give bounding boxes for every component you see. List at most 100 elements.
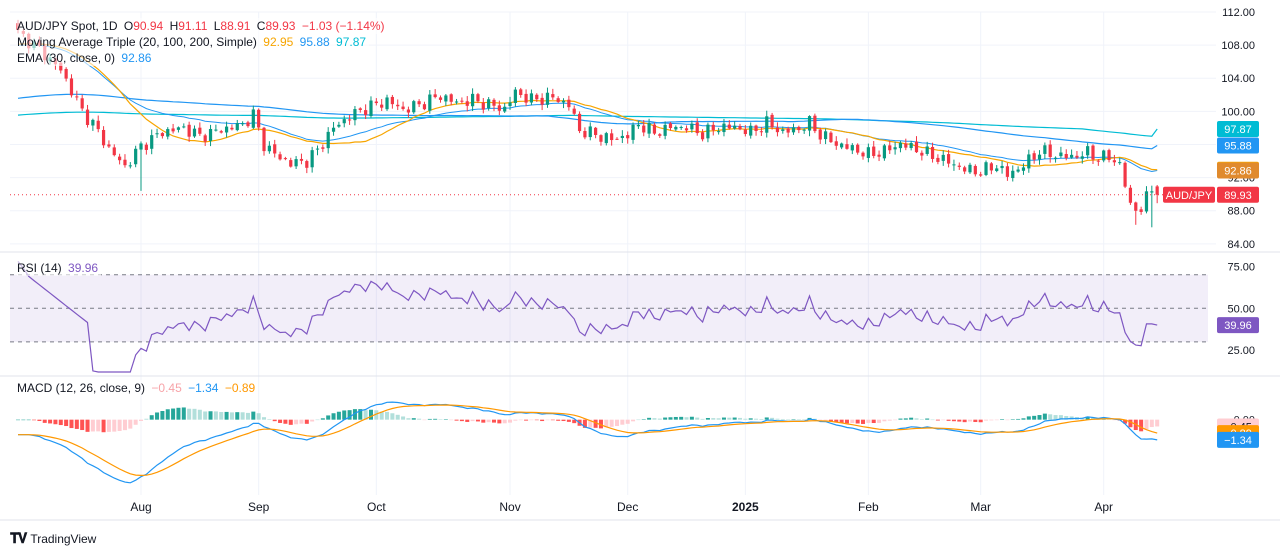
macd-hist-bar — [909, 417, 914, 420]
candle-body — [331, 127, 336, 132]
candle-body — [968, 164, 972, 173]
candle-body — [717, 131, 721, 133]
candle-body — [390, 96, 394, 105]
macd-hist-bar — [545, 419, 550, 421]
macd-hist-bar — [112, 419, 117, 432]
candle-body — [658, 134, 662, 136]
macd-hist-bar — [160, 411, 165, 420]
macd-hist-bar — [962, 419, 967, 423]
macd-hist-bar — [882, 419, 887, 422]
candle-body — [224, 126, 229, 133]
candle-body — [449, 94, 453, 102]
price-value-tag-bg — [1217, 162, 1259, 179]
macd-hist-bar — [614, 419, 620, 427]
macd-hist-bar — [673, 416, 678, 420]
candle-body — [176, 127, 181, 130]
macd-hist-bar — [1064, 416, 1069, 420]
price-tick-label: 108.00 — [1221, 40, 1255, 52]
macd-hist-bar — [572, 419, 577, 424]
ma20-line — [17, 43, 1158, 171]
candle-body — [208, 128, 213, 141]
macd-hist-bar — [165, 409, 170, 420]
moving-average-lines — [17, 43, 1158, 173]
macd-hist-bar — [748, 418, 753, 420]
candle-body — [599, 135, 603, 142]
candle-body — [786, 128, 790, 133]
candle-body — [358, 108, 362, 110]
macd-hist-bar — [540, 419, 545, 422]
candle-body — [759, 131, 764, 133]
macd-hist-bar — [620, 419, 625, 425]
macd-hist-bar — [358, 409, 363, 420]
candle-body — [64, 68, 68, 79]
candle-body — [1144, 191, 1149, 212]
time-tick-label: Aug — [130, 500, 151, 514]
macd-hist-bar — [454, 419, 459, 421]
macd-hist-bar — [657, 418, 662, 420]
ma-legend[interactable]: Moving Average Triple (20, 100, 200, Sim… — [17, 34, 370, 50]
macd-hist-bar — [647, 417, 652, 420]
candle-body — [1048, 144, 1052, 157]
candle-body — [615, 138, 619, 140]
oscillator-lines — [17, 261, 1158, 484]
candle-body — [198, 127, 202, 134]
price-tick-label: 100.00 — [1221, 106, 1255, 118]
candle-body — [845, 144, 849, 149]
macd-hist-bar — [796, 419, 801, 420]
macd-hist-bar — [529, 419, 534, 421]
macd-hist-bar — [914, 418, 919, 420]
candle-body — [909, 143, 913, 149]
candle-body — [952, 164, 956, 166]
candle-body — [497, 105, 501, 111]
symbol-title[interactable]: AUD/JPY Spot, 1D — [17, 19, 118, 33]
price-axis[interactable]: 112.00108.00104.00100.0096.0092.0088.008… — [1221, 7, 1255, 427]
candle-body — [695, 122, 699, 134]
macd-hist-bar — [235, 412, 240, 420]
macd-hist-bar — [887, 419, 892, 421]
macd-hist-bar — [930, 419, 935, 421]
macd-hist-bar — [262, 417, 267, 420]
candle-body — [412, 101, 416, 113]
macd-hist-bar — [764, 417, 769, 420]
rsi-legend[interactable]: RSI (14) 39.96 — [17, 260, 102, 276]
low-label: L — [213, 19, 221, 33]
macd-hist-bar — [1107, 419, 1112, 420]
macd-hist-bar — [550, 419, 555, 421]
time-axis[interactable]: Aug Sep Oct Nov Dec 2025 Feb Mar Apr — [130, 500, 1113, 514]
tradingview-brand[interactable]: 𝐓𝐕 TradingView — [10, 530, 96, 547]
macd-hist-bar — [395, 414, 400, 420]
macd-hist-bar — [668, 417, 673, 420]
macd-hist-bar — [631, 419, 636, 422]
candle-body — [347, 119, 352, 121]
price-value-tag: 95.88 — [1224, 140, 1252, 152]
macd-hist-bar — [304, 419, 309, 424]
main-legend-ohlc[interactable]: AUD/JPY Spot, 1D O90.94 H91.11 L88.91 C8… — [17, 18, 388, 34]
time-tick-label: Feb — [858, 500, 879, 514]
macd-hist-bar — [155, 412, 160, 420]
macd-legend[interactable]: MACD (12, 26, close, 9) −0.45 −1.34 −0.8… — [17, 380, 259, 396]
candle-body — [438, 97, 443, 100]
macd-hist-bar — [459, 419, 464, 422]
macd-hist-bar — [989, 419, 994, 421]
macd-hist-bar — [315, 419, 320, 421]
macd-hist-bar — [593, 419, 598, 428]
candle-body — [663, 124, 667, 136]
candle-body — [823, 131, 828, 140]
candle-body — [1000, 165, 1004, 169]
macd-hist-bar — [331, 413, 336, 420]
price-value-tag-bg — [1217, 137, 1259, 154]
macd-hist-bar — [422, 419, 427, 421]
symbol-price-tag: AUD/JPY — [1166, 190, 1213, 202]
macd-hist-bar — [149, 415, 154, 420]
ema-legend[interactable]: EMA (30, close, 0) 92.86 — [17, 50, 155, 66]
candle-body — [684, 128, 689, 131]
candle-body — [551, 94, 555, 98]
macd-hist-bar — [844, 419, 849, 424]
macd-hist-bar — [951, 419, 956, 422]
candle-body — [995, 168, 999, 172]
macd-hist-bar — [368, 409, 373, 420]
macd-hist-bar — [299, 419, 304, 424]
macd-hist-bar — [69, 419, 74, 429]
candle-body — [711, 124, 715, 131]
